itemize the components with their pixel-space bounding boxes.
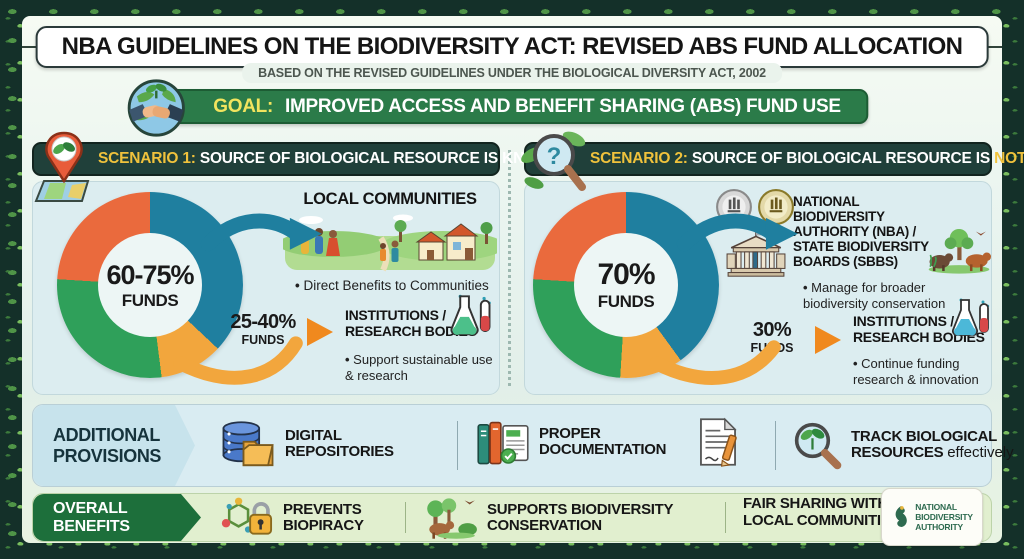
books-checklist-icon xyxy=(477,421,529,465)
institutions-share-2: 30% FUNDS xyxy=(750,319,794,355)
village-scene xyxy=(283,214,497,272)
scenario-1-donut-chart: 60-75% FUNDS xyxy=(57,192,243,378)
additional-provisions-label: ADDITIONAL PROVISIONS xyxy=(33,405,195,486)
page-title: NBA GUIDELINES ON THE BIODIVERSITY ACT: … xyxy=(35,26,989,68)
panel-divider xyxy=(508,150,511,386)
institutions-bullet-1: Support sustainable use & research xyxy=(345,352,500,383)
scenario-1-donut-label: 60-75% FUNDS xyxy=(106,259,194,310)
goal-banner: GOAL: IMPROVED ACCESS AND BENEFIT SHARIN… xyxy=(127,79,869,137)
magnifier-question-icon: ? xyxy=(521,131,586,191)
additional-provisions-row: ADDITIONAL PROVISIONS DIGITAL REPOSITORI… xyxy=(32,404,1014,487)
institutions-title-2: INSTITUTIONS / RESEARCH BODIES xyxy=(853,313,985,345)
digital-repositories-item: DIGITAL REPOSITORIES xyxy=(219,419,411,469)
scenario-2-label: SCENARIO 2: xyxy=(590,150,688,167)
page-subtitle: BASED ON THE REVISED GUIDELINES UNDER TH… xyxy=(242,63,782,83)
scenario-1-label: SCENARIO 1: xyxy=(98,150,196,167)
overall-benefits-label: OVERALL BENEFITS xyxy=(33,494,201,541)
fair-sharing-item: FAIR SHARING WITH LOCAL COMMUNITIES xyxy=(743,495,901,529)
scenario-2-donut-label: 70% FUNDS xyxy=(597,258,655,311)
scenario-1-header: SCENARIO 1: SOURCE OF BIOLOGICAL RESOURC… xyxy=(32,142,562,176)
magnifier-leaf-icon xyxy=(794,422,842,470)
arrow-to-institutions-icon xyxy=(307,318,333,346)
wildlife-scene xyxy=(928,228,991,274)
scenario-1-body: 60-75% FUNDS LOCAL COMMUNITIES xyxy=(32,181,500,395)
row-divider xyxy=(775,421,776,470)
svg-text:?: ? xyxy=(547,143,562,170)
lab-flasks-icon xyxy=(952,298,990,336)
lab-flasks-icon xyxy=(450,294,491,336)
goal-label: GOAL: xyxy=(213,96,273,117)
government-seal-icon xyxy=(716,189,752,225)
row-divider xyxy=(457,421,458,470)
document-pencil-icon xyxy=(700,417,737,467)
logo-line-1: NATIONAL xyxy=(915,501,957,512)
row-divider xyxy=(725,502,726,533)
handshake-globe-icon xyxy=(127,79,185,137)
local-communities-title: LOCAL COMMUNITIES xyxy=(303,190,477,208)
scenario-1-panel: SCENARIO 1: SOURCE OF BIOLOGICAL RESOURC… xyxy=(32,131,562,395)
scenario-2-body: 70% FUNDS xyxy=(524,181,992,395)
arrow-to-institutions-icon xyxy=(815,326,841,354)
scenario-2-header-text: SOURCE OF BIOLOGICAL RESOURCE IS xyxy=(691,150,990,167)
map-pin-leaf-icon xyxy=(34,131,90,202)
communities-bullet: Direct Benefits to Communities xyxy=(295,278,495,294)
prevents-biopiracy-item: PREVENTS BIOPIRACY xyxy=(219,496,387,540)
scenario-2-donut-chart: 70% FUNDS xyxy=(533,192,719,378)
row-divider xyxy=(405,502,406,533)
page-title-text: NBA GUIDELINES ON THE BIODIVERSITY ACT: … xyxy=(61,33,963,60)
nba-sbb-bullet: Manage for broader biodiversity conserva… xyxy=(803,280,993,311)
track-resources-item: TRACK BIOLOGICAL RESOURCES effectively xyxy=(791,419,1024,471)
molecule-lock-icon xyxy=(221,497,273,535)
scenario-1-header-text: SOURCE OF BIOLOGICAL RESOURCE IS KNOWN xyxy=(199,150,562,167)
nba-leaf-logo-icon xyxy=(895,506,908,527)
scenario-2-header: SCENARIO 2: SOURCE OF BIOLOGICAL RESOURC… xyxy=(524,142,1024,176)
government-seal-gold-icon xyxy=(758,189,794,225)
track-resources-title: TRACK BIOLOGICAL RESOURCES xyxy=(851,427,997,461)
institutions-title-1: INSTITUTIONS / RESEARCH BODIES xyxy=(345,307,477,339)
goal-text: IMPROVED ACCESS AND BENEFIT SHARING (ABS… xyxy=(284,96,841,117)
logo-line-3: AUTHORITY xyxy=(915,522,963,533)
proper-documentation-item: PROPER DOCUMENTATION xyxy=(475,417,741,467)
nba-sbb-title: NATIONAL BIODIVERSITY AUTHORITY (NBA) / … xyxy=(793,194,929,270)
supports-conservation-item: SUPPORTS BIODIVERSITY CONSERVATION xyxy=(421,496,701,540)
overall-benefits-row: OVERALL BENEFITS PREVENTS BIOPIRACY xyxy=(32,488,992,546)
logo-line-2: BIODIVERSITY xyxy=(915,511,973,522)
scenario-2-header-highlight: NOT xyxy=(994,150,1024,167)
forest-animals-icon xyxy=(427,498,477,539)
scenario-2-panel: ? SCENARIO 2: SOURCE OF BIOLOGICAL RESOU… xyxy=(521,131,1024,395)
nba-logo: NATIONAL BIODIVERSITY AUTHORITY xyxy=(881,488,983,546)
track-resources-suffix: effectively xyxy=(947,444,1014,461)
institutions-bullet-2: Continue funding research & innovation xyxy=(853,356,1003,387)
database-folder-icon xyxy=(222,421,274,467)
government-building-icon xyxy=(726,231,786,277)
